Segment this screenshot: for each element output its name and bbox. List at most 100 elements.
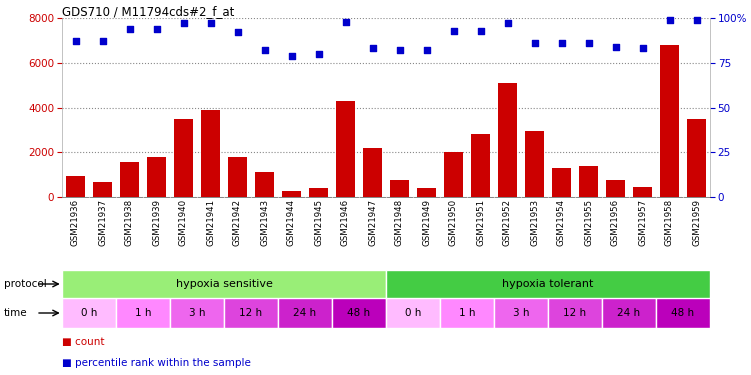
Bar (525, 131, 544, 197)
Text: ■ percentile rank within the sample: ■ percentile rank within the sample (62, 357, 251, 368)
Text: GSM21957: GSM21957 (638, 199, 647, 246)
Bar (687, 118, 706, 197)
Text: GSM21949: GSM21949 (422, 199, 431, 246)
Bar (602, 298, 656, 328)
Text: GSM21951: GSM21951 (476, 199, 485, 246)
Text: 1 h: 1 h (459, 308, 475, 318)
Bar (120, 162, 139, 197)
Text: GSM21941: GSM21941 (206, 199, 215, 246)
Point (70, 38, 82, 44)
Text: GSM21937: GSM21937 (98, 199, 107, 246)
Point (610, 44, 622, 50)
Point (637, 45, 649, 51)
Bar (548, 298, 602, 328)
Text: hypoxia tolerant: hypoxia tolerant (502, 279, 594, 289)
Point (285, 53, 297, 58)
Text: GSM21940: GSM21940 (179, 199, 188, 246)
Text: GSM21954: GSM21954 (557, 199, 566, 246)
Text: 3 h: 3 h (189, 308, 205, 318)
Text: GSM21945: GSM21945 (314, 199, 323, 246)
Point (123, 26, 135, 32)
Text: GSM21950: GSM21950 (449, 199, 458, 246)
Text: 24 h: 24 h (294, 308, 317, 318)
Bar (332, 298, 386, 328)
Text: 0 h: 0 h (405, 308, 421, 318)
Text: GSM21939: GSM21939 (152, 199, 161, 246)
Bar (444, 152, 463, 197)
Text: 48 h: 48 h (348, 308, 370, 318)
Text: GSM21948: GSM21948 (395, 199, 404, 246)
Bar (278, 298, 332, 328)
Bar (201, 110, 220, 197)
Point (583, 40, 595, 46)
Point (421, 47, 433, 53)
Point (529, 40, 541, 46)
Bar (255, 172, 274, 197)
Bar (336, 101, 355, 197)
Bar (363, 148, 382, 197)
Bar (174, 118, 193, 197)
Text: GSM21938: GSM21938 (125, 199, 134, 246)
Text: GDS710 / M11794cds#2_f_at: GDS710 / M11794cds#2_f_at (62, 5, 234, 18)
Text: GSM21952: GSM21952 (503, 199, 512, 246)
Bar (62, 270, 386, 298)
Text: GSM21946: GSM21946 (341, 199, 350, 246)
Bar (224, 298, 278, 328)
Bar (606, 180, 625, 197)
Text: GSM21943: GSM21943 (260, 199, 269, 246)
Bar (170, 298, 224, 328)
Text: 1 h: 1 h (134, 308, 151, 318)
Text: 12 h: 12 h (563, 308, 587, 318)
Bar (147, 157, 166, 197)
Bar (116, 298, 170, 328)
Bar (494, 298, 548, 328)
Point (150, 26, 162, 32)
Point (366, 45, 379, 51)
Bar (633, 187, 652, 197)
Bar (62, 298, 116, 328)
Point (663, 17, 675, 23)
Text: time: time (4, 308, 27, 318)
Text: 12 h: 12 h (240, 308, 263, 318)
Bar (660, 45, 679, 197)
Point (312, 51, 324, 57)
Point (177, 20, 189, 26)
Text: 48 h: 48 h (671, 308, 695, 318)
Text: protocol: protocol (4, 279, 47, 289)
Text: GSM21944: GSM21944 (287, 199, 296, 246)
Text: ■ count: ■ count (62, 337, 104, 347)
Bar (228, 157, 247, 197)
Bar (386, 298, 440, 328)
Bar (417, 188, 436, 197)
Point (96, 38, 108, 44)
Bar (282, 191, 301, 197)
Text: GSM21936: GSM21936 (71, 199, 80, 246)
Bar (579, 166, 598, 197)
Text: GSM21947: GSM21947 (368, 199, 377, 246)
Text: GSM21956: GSM21956 (611, 199, 620, 246)
Bar (66, 176, 85, 197)
Text: GSM21942: GSM21942 (233, 199, 242, 246)
Point (556, 40, 568, 46)
Bar (93, 183, 112, 197)
Bar (471, 134, 490, 197)
Bar (440, 298, 494, 328)
Point (394, 47, 406, 53)
Text: GSM21958: GSM21958 (665, 199, 674, 246)
Point (339, 19, 351, 25)
Text: 24 h: 24 h (617, 308, 641, 318)
Point (258, 47, 270, 53)
Text: hypoxia sensitive: hypoxia sensitive (176, 279, 273, 289)
Point (475, 27, 487, 33)
Bar (656, 298, 710, 328)
Bar (386, 270, 710, 298)
Bar (552, 168, 571, 197)
Text: 0 h: 0 h (81, 308, 97, 318)
Text: GSM21959: GSM21959 (692, 199, 701, 246)
Bar (498, 83, 517, 197)
Point (690, 17, 702, 23)
Text: GSM21955: GSM21955 (584, 199, 593, 246)
Point (448, 27, 460, 33)
Point (204, 20, 216, 26)
Text: GSM21953: GSM21953 (530, 199, 539, 246)
